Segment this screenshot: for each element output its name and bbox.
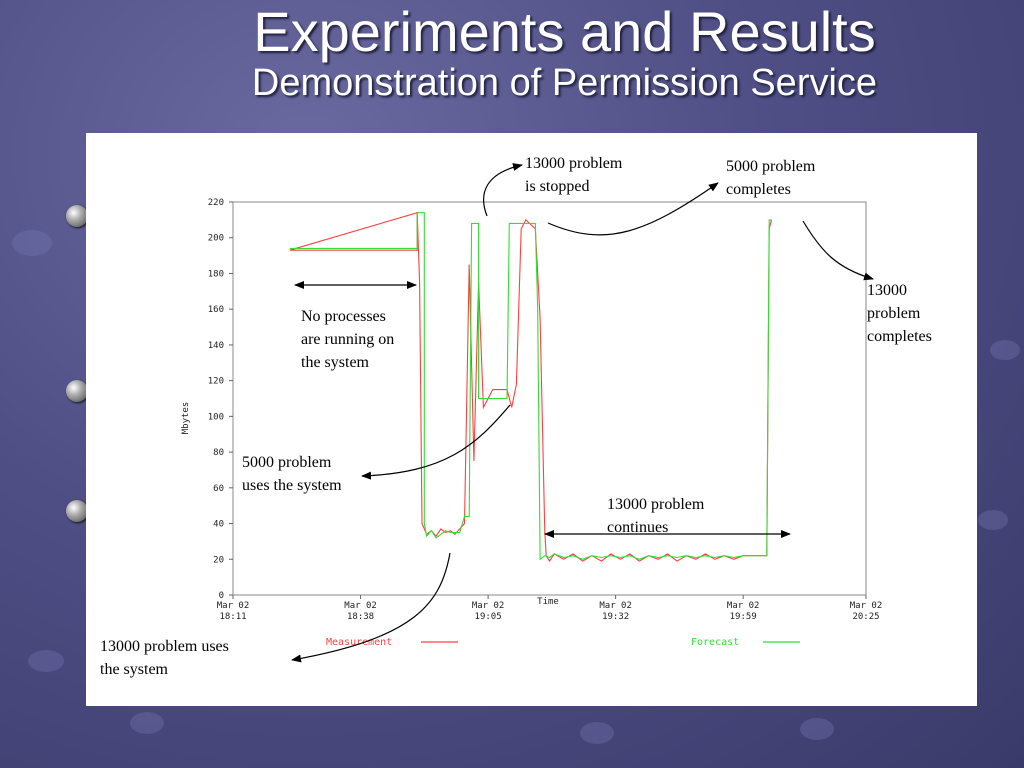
- y-tick-label: 80: [213, 448, 224, 458]
- x-tick-label-time: 19:59: [730, 612, 757, 622]
- legend-forecast-label: Forecast: [691, 637, 739, 648]
- x-tick-label-date: Mar 02: [472, 601, 505, 611]
- y-axis: 0 20 40 60 80 100 120 140 160 180 200 220: [208, 198, 233, 601]
- x-tick-label-time: 19:32: [602, 612, 629, 622]
- annotation-line: uses the system: [242, 477, 342, 494]
- annotation-line: is stopped: [525, 178, 589, 195]
- y-tick-label: 140: [208, 341, 224, 351]
- annotation-arrow-5000-uses: [361, 404, 511, 480]
- x-tick-label-date: Mar 02: [599, 601, 632, 611]
- background-bubble: [12, 230, 52, 256]
- y-tick-label: 60: [213, 484, 224, 494]
- x-tick-label-date: Mar 02: [850, 601, 883, 611]
- legend-measurement-label: Measurement: [326, 637, 392, 648]
- x-tick-label-time: 18:11: [219, 612, 246, 622]
- chart-panel: 0 20 40 60 80 100 120 140 160 180 200 220 Mar 02 18:…: [86, 133, 977, 706]
- y-tick-label: 120: [208, 377, 224, 387]
- y-tick-label: 20: [213, 555, 224, 565]
- x-tick-label-time: 20:25: [852, 612, 879, 622]
- x-tick-label-date: Mar 02: [344, 601, 377, 611]
- plot-frame: [232, 201, 867, 596]
- background-bubble: [580, 722, 614, 744]
- annotation-line: completes: [726, 181, 791, 198]
- annotation-13000-continues: 13000 problem continues: [607, 496, 708, 536]
- annotation-arrow-5000-completes: [547, 182, 719, 236]
- annotation-line: 13000 problem: [607, 496, 705, 513]
- background-bubble: [800, 718, 834, 740]
- annotation-13000-uses: 13000 problem uses the system: [100, 638, 233, 678]
- annotation-line: 13000: [867, 282, 907, 299]
- y-tick-label: 100: [208, 412, 224, 422]
- series-line-measurement: [289, 211, 773, 563]
- series-layer: [289, 211, 773, 563]
- annotation-line: 5000 problem: [242, 454, 332, 471]
- x-tick-label-date: Mar 02: [217, 601, 250, 611]
- y-tick-label: 0: [219, 591, 224, 601]
- y-tick-label: 180: [208, 269, 224, 279]
- annotation-13000-stopped: 13000 problem is stopped: [525, 155, 626, 195]
- annotation-line: are running on: [301, 331, 394, 348]
- bullet-icon: [66, 205, 88, 227]
- annotation-5000-uses: 5000 problem uses the system: [242, 454, 342, 494]
- annotation-no-processes: No processes are running on the system: [301, 308, 398, 371]
- annotation-line: problem: [867, 305, 921, 322]
- series-line-forecast: [289, 212, 772, 561]
- background-bubble: [130, 712, 164, 734]
- annotation-line: 13000 problem: [525, 155, 623, 172]
- annotation-arrow-13000-uses: [291, 552, 451, 663]
- y-tick-label: 160: [208, 305, 224, 315]
- bullet-icon: [66, 380, 88, 402]
- annotation-arrow-13000-stopped: [483, 163, 523, 217]
- annotation-arrow-13000-completes: [802, 220, 874, 281]
- x-tick-label-time: 19:05: [475, 612, 502, 622]
- annotation-line: 5000 problem: [726, 158, 816, 175]
- y-tick-label: 200: [208, 234, 224, 244]
- slide-title-block: Experiments and Results Demonstration of…: [0, 0, 1024, 105]
- bullet-icon: [66, 500, 88, 522]
- annotation-line: 13000 problem uses: [100, 638, 229, 655]
- x-tick-label-date: Mar 02: [727, 601, 760, 611]
- background-bubble: [978, 510, 1008, 530]
- slide-subtitle: Demonstration of Permission Service: [251, 62, 878, 104]
- background-bubble: [28, 650, 64, 672]
- annotation-line: No processes: [301, 308, 386, 325]
- y-axis-label: Mbytes: [181, 402, 191, 435]
- x-tick-label-time: 18:38: [347, 612, 374, 622]
- annotation-5000-completes: 5000 problem completes: [726, 158, 819, 198]
- background-bubble: [990, 340, 1020, 360]
- annotation-line: the system: [301, 354, 370, 371]
- annotation-line: completes: [867, 328, 932, 345]
- annotation-13000-completes: 13000 problem completes: [867, 282, 932, 345]
- slide-title: Experiments and Results: [253, 0, 876, 63]
- y-tick-label: 40: [213, 520, 224, 530]
- y-tick-label: 220: [208, 198, 224, 208]
- x-axis-label: Time: [537, 597, 559, 607]
- annotation-line: the system: [100, 661, 169, 678]
